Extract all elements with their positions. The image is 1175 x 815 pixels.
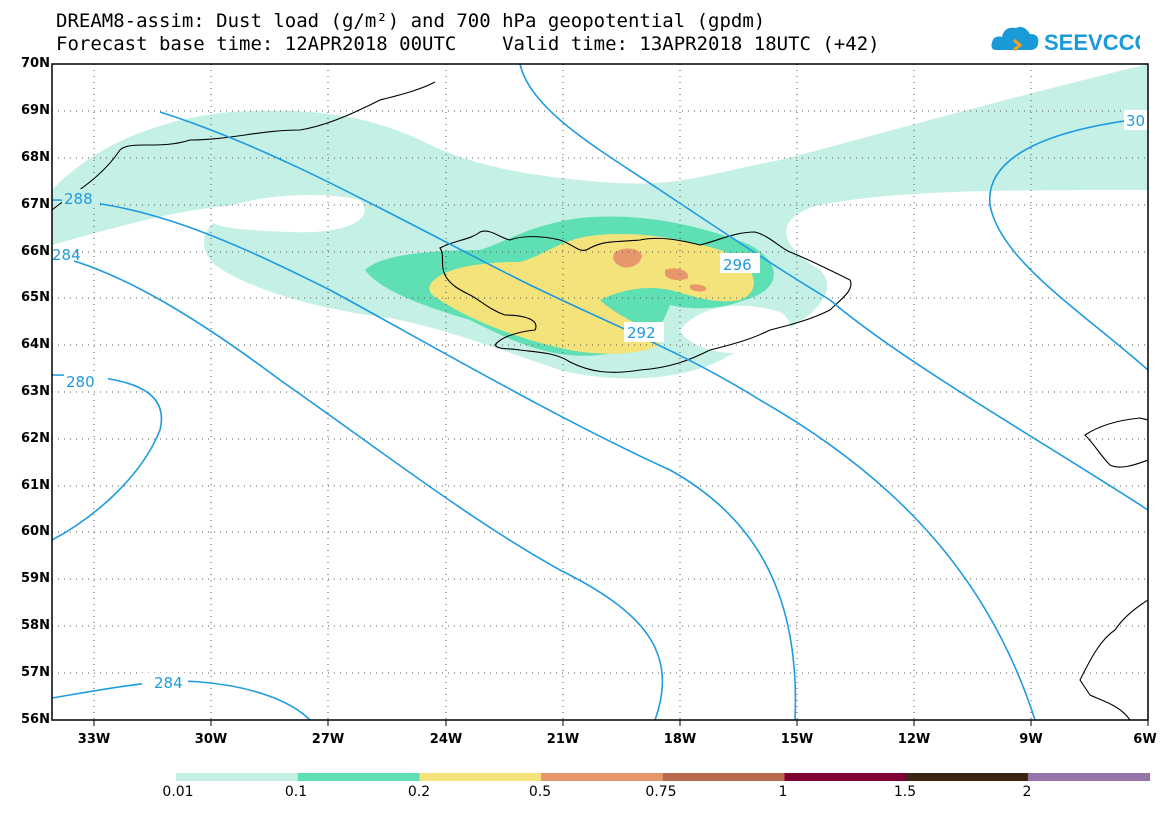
graticule <box>52 64 1148 720</box>
lon-label: 12W <box>897 732 931 747</box>
dust-gap-west <box>209 195 365 233</box>
colorbar-label: 0.2 <box>407 784 431 800</box>
colorbar-label: 0.01 <box>162 784 194 800</box>
map-title: DREAM8-assim: Dust load (g/m²) and 700 h… <box>56 10 766 32</box>
contour-line <box>52 374 163 541</box>
dust-area-high <box>690 284 707 292</box>
colorbar-label: 1 <box>778 784 788 800</box>
lat-label: 60N <box>21 524 50 539</box>
axis-ticks <box>93 720 1149 726</box>
lat-label: 56N <box>21 712 50 727</box>
dust-gap-east <box>680 305 791 354</box>
lon-label: 18W <box>663 732 697 747</box>
lat-label: 57N <box>21 665 50 680</box>
colorbar-swatch <box>906 773 1029 781</box>
contour-label: 296 <box>723 256 752 274</box>
colorbar-swatch <box>176 773 299 781</box>
colorbar-label: 0.1 <box>284 784 308 800</box>
lon-label: 24W <box>429 732 463 747</box>
lon-label: 21W <box>546 732 580 747</box>
colorbar-label: 0.5 <box>528 784 552 800</box>
colorbar-swatch <box>297 773 420 781</box>
contour-label: 30 <box>1126 112 1145 130</box>
map-frame <box>51 63 1149 721</box>
colorbar-swatch <box>419 773 542 781</box>
lon-label: 27W <box>311 732 345 747</box>
logo-chevron <box>1013 38 1023 52</box>
colorbar <box>176 773 1151 781</box>
lat-label: 65N <box>21 290 50 305</box>
colorbar-label: 1.5 <box>893 784 917 800</box>
lat-label: 70N <box>21 56 50 71</box>
contour-label: 284 <box>154 674 183 692</box>
lat-label: 62N <box>21 431 50 446</box>
contour-label: 288 <box>64 190 93 208</box>
contour-line <box>159 111 1036 720</box>
lat-label: 58N <box>21 618 50 633</box>
lon-label: 30W <box>194 732 228 747</box>
lat-label: 69N <box>21 103 50 118</box>
contour-label: 284 <box>52 246 81 264</box>
lat-label: 61N <box>21 478 50 493</box>
lon-label: 9W <box>1019 732 1043 747</box>
lat-label: 59N <box>21 571 50 586</box>
lon-label: 15W <box>780 732 814 747</box>
colorbar-swatch <box>1027 773 1151 781</box>
contour-line <box>988 117 1148 371</box>
dust-area-high <box>613 248 642 268</box>
coastline <box>52 81 1148 720</box>
lat-label: 67N <box>21 197 50 212</box>
colorbar-swatch <box>662 773 785 781</box>
contour-label: 292 <box>627 324 656 342</box>
colorbar-swatch <box>541 773 664 781</box>
dust-area-medium <box>429 233 754 354</box>
cloud-logo-icon: SEEVCCC <box>991 26 1140 55</box>
map-subtitle: Forecast base time: 12APR2018 00UTC Vali… <box>56 33 880 55</box>
logo-cloud <box>991 26 1039 50</box>
lat-label: 66N <box>21 244 50 259</box>
contour-line <box>519 64 1148 511</box>
lat-label: 63N <box>21 384 50 399</box>
colorbar-label: 2 <box>1022 784 1032 800</box>
logo-text: SEEVCCC <box>1044 30 1140 55</box>
contour-label-group: 288 284 280 284 292 296 30 <box>52 110 1148 692</box>
contour-line <box>52 254 664 720</box>
dust-area-high <box>665 268 689 281</box>
lat-label: 64N <box>21 337 50 352</box>
contour-line <box>52 680 311 720</box>
geopotential-contours <box>52 64 1148 720</box>
contour-line <box>52 199 797 720</box>
colorbar-swatch <box>784 773 907 781</box>
lon-label: 33W <box>77 732 111 747</box>
lat-label: 68N <box>21 150 50 165</box>
lon-label: 6W <box>1133 732 1157 747</box>
contour-label: 280 <box>66 373 95 391</box>
colorbar-label: 0.75 <box>645 784 677 800</box>
